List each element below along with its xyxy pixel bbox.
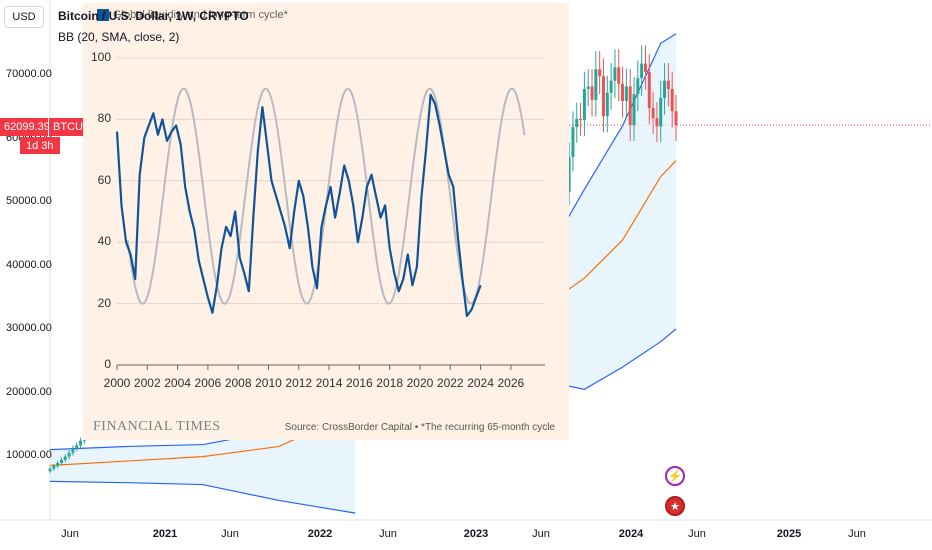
last-price-tag: 62099.39	[0, 118, 54, 136]
candle-body	[659, 97, 663, 127]
candle-body	[674, 111, 678, 126]
time-axis-label: Jun	[379, 528, 397, 540]
ft-x-tick-label: 2010	[255, 376, 282, 390]
candle-body	[628, 86, 632, 126]
candle-body	[666, 80, 670, 89]
candle-body	[655, 118, 659, 127]
candle-body	[663, 80, 667, 98]
ft-liquidity-chart	[115, 57, 545, 370]
candle-body	[601, 76, 605, 117]
price-axis-label: 40000.00	[6, 258, 52, 271]
price-axis-label: 30000.00	[6, 322, 52, 334]
candle-body	[643, 63, 647, 72]
candle-body	[63, 456, 67, 460]
candle-body	[571, 127, 575, 157]
time-axis-label: Jun	[848, 528, 866, 540]
time-axis-label: 2021	[152, 528, 178, 540]
candle-body	[586, 86, 590, 89]
candle-body	[640, 63, 644, 79]
currency-button[interactable]: USD	[4, 6, 44, 28]
time-axis-label: Jun	[688, 528, 706, 540]
ft-source-note: Source: CrossBorder Capital • *The recur…	[284, 422, 555, 433]
candle-body	[71, 448, 75, 453]
ft-legend-swatch-icon	[97, 9, 109, 21]
ft-liquidity-line	[115, 93, 482, 317]
bar-countdown-tag: 1d 3h	[20, 137, 60, 154]
price-axis-label: 70000.00	[6, 68, 52, 80]
bb-fill-area	[50, 367, 356, 514]
ft-x-tick-label: 2024	[467, 376, 494, 390]
ft-legend-text: Global liquidity and long-term cycle*	[113, 9, 288, 21]
time-axis-label: 2022	[307, 528, 333, 540]
ft-x-tick-label: 2016	[346, 376, 373, 390]
candle-body	[575, 118, 579, 128]
candle-body	[609, 80, 613, 93]
ft-y-tick-label: 20	[97, 295, 111, 310]
bb-fill-area	[431, 33, 676, 390]
candle-body	[651, 108, 655, 119]
candle-body	[48, 468, 52, 472]
time-axis-label: Jun	[61, 528, 79, 540]
ft-y-tick-label: 80	[97, 111, 111, 126]
price-axis-label: 10000.00	[6, 449, 52, 461]
ft-series	[115, 87, 526, 317]
ft-x-tick-label: 2018	[376, 376, 404, 390]
candle-body	[636, 78, 640, 95]
ft-x-tick-label: 2000	[103, 376, 131, 390]
bb-lower-line	[49, 480, 356, 514]
ft-chart-overlay: 0 20 40 60 80 100 2000 2002 2004 2006 2008 2010 201…	[83, 3, 569, 440]
time-axis-label: 2024	[618, 528, 644, 540]
candle-body	[582, 88, 586, 121]
candle-body	[598, 69, 602, 77]
time-axis-label: Jun	[221, 528, 239, 540]
candle-body	[670, 88, 674, 112]
ft-y-tick-label: 60	[97, 172, 111, 187]
ft-y-tick-label: 0	[104, 357, 111, 371]
ft-y-tick-label: 40	[97, 234, 111, 249]
time-axis-label: Jun	[532, 528, 550, 540]
ft-x-tick-label: 2006	[194, 376, 222, 390]
ft-x-tick-label: 2004	[164, 376, 191, 390]
ft-x-tick-label: 2022	[436, 376, 464, 390]
ft-legend: Global liquidity and long-term cycle*	[97, 9, 288, 21]
ft-gridlines	[116, 57, 545, 370]
candle-body	[624, 86, 628, 102]
ft-x-tick-label: 2026	[497, 376, 525, 390]
ft-brand-logo: FINANCIAL TIMES	[93, 419, 221, 434]
chart-title[interactable]: Bitcoin / U.S. Dollar, 1W, CRYPTO	[58, 9, 249, 23]
candle-body	[647, 71, 651, 109]
lightning-event-icon[interactable]: ⚡	[665, 466, 685, 486]
candle-body	[613, 67, 617, 81]
candle-body	[632, 94, 636, 126]
candle-body	[605, 92, 609, 117]
candle-body	[621, 83, 625, 102]
time-axis-label: 2023	[463, 528, 489, 540]
price-axis-label: 50000.00	[6, 195, 52, 207]
candle-body	[59, 459, 63, 463]
candle-body	[617, 67, 621, 84]
ft-x-tick-label: 2020	[406, 376, 434, 390]
candle-body	[594, 69, 598, 100]
candle-body	[579, 118, 583, 121]
candle-body	[75, 445, 79, 449]
candle-body	[67, 452, 71, 457]
candle-body	[56, 462, 60, 467]
ft-x-tick-label: 2014	[315, 376, 343, 390]
candle-body	[79, 440, 83, 446]
ft-y-tick-label: 100	[90, 50, 111, 64]
candle-body	[52, 466, 56, 469]
ft-x-tick-label: 2002	[133, 376, 161, 390]
indicator-legend[interactable]: BB (20, SMA, close, 2)	[58, 30, 180, 44]
price-axis-label: 20000.00	[6, 385, 52, 398]
candle-body	[567, 156, 571, 192]
ft-x-tick-label: 2012	[285, 376, 313, 390]
candle-body	[590, 86, 594, 100]
us-flag-event-icon[interactable]: ★	[665, 496, 685, 516]
ft-x-tick-label: 2008	[224, 376, 252, 390]
time-axis-label: 2025	[776, 528, 802, 540]
